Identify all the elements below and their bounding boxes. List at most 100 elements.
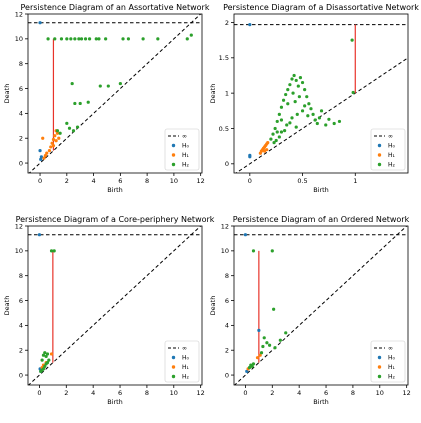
point-h0 <box>248 23 252 27</box>
y-tick-label: 10 <box>15 247 23 255</box>
point-h1 <box>53 134 57 138</box>
point-h2 <box>78 101 82 106</box>
legend-label: ∞ <box>182 345 187 352</box>
point-h2 <box>45 352 50 356</box>
legend-marker <box>171 365 176 369</box>
point-h2 <box>268 343 272 347</box>
point-h1 <box>258 353 262 357</box>
point-h1 <box>47 149 52 153</box>
point-h2 <box>277 135 281 139</box>
point-h2 <box>39 369 43 373</box>
y-tick-label: 0 <box>19 371 23 379</box>
plot-area <box>28 226 202 385</box>
point-h2 <box>269 137 273 141</box>
point-h2 <box>303 88 307 92</box>
point-h0 <box>39 155 43 159</box>
point-h2 <box>189 33 193 37</box>
y-tick-label: 12 <box>15 10 23 18</box>
point-h2 <box>286 88 290 92</box>
y-tick-label: 8 <box>19 60 23 68</box>
legend-marker <box>377 365 382 369</box>
legend-box <box>164 340 200 383</box>
point-h1 <box>51 137 56 142</box>
legend-box <box>370 128 406 171</box>
legend: ∞ H₀ H₁ H₂ <box>370 340 406 383</box>
point-h2 <box>58 131 62 135</box>
point-h0 <box>243 233 248 237</box>
point-h1 <box>55 131 60 135</box>
point-h2 <box>87 37 92 41</box>
chart-panel: Persistence Diagram of an Ordered Networ… <box>209 215 411 406</box>
legend-marker <box>171 143 176 148</box>
point-h2 <box>73 101 77 106</box>
y-tick-label: 4 <box>225 322 229 330</box>
point-h0 <box>245 369 249 373</box>
point-h2 <box>294 78 298 83</box>
point-h2 <box>121 37 125 41</box>
point-h2 <box>185 37 189 41</box>
point-h2 <box>126 37 130 41</box>
legend-marker <box>377 153 382 157</box>
x-tick-label: 4 <box>92 177 96 185</box>
point-h2 <box>83 37 88 41</box>
point-h2 <box>306 114 310 118</box>
point-h2 <box>309 107 313 111</box>
x-tick-label: 0 <box>248 177 252 185</box>
x-tick-label: 12 <box>197 177 205 185</box>
legend-marker <box>171 374 176 379</box>
point-h2 <box>75 125 80 129</box>
point-h1 <box>41 136 45 140</box>
y-tick-label: 0 <box>225 160 229 168</box>
x-tick-label: 6 <box>118 389 122 397</box>
plot-frame <box>27 225 203 386</box>
point-h2 <box>59 37 64 41</box>
point-h2 <box>288 121 292 125</box>
point-h2 <box>41 353 46 357</box>
point-h2 <box>295 112 299 116</box>
x-tick-label: 10 <box>170 177 178 185</box>
legend-label: H₁ <box>182 364 190 371</box>
point-h2 <box>288 83 292 87</box>
legend-marker <box>377 143 382 148</box>
plot-area <box>28 14 202 173</box>
x-axis-label: Birth <box>313 186 329 194</box>
point-h2 <box>272 141 276 145</box>
point-h2 <box>283 129 287 133</box>
legend-label: H₁ <box>388 364 396 371</box>
plot-frame <box>233 225 409 386</box>
diagonal-line <box>234 226 408 385</box>
chart-title: Persistence Diagram of an Ordered Networ… <box>233 215 410 224</box>
legend-box <box>164 128 200 171</box>
plot-area <box>234 23 408 173</box>
point-h2 <box>273 126 277 131</box>
point-h2 <box>300 80 305 85</box>
point-h2 <box>332 121 336 126</box>
point-h2 <box>350 38 354 42</box>
x-tick-label: 2 <box>65 177 69 185</box>
point-h2 <box>272 307 276 311</box>
point-h2 <box>55 129 60 133</box>
y-tick-label: 10 <box>221 247 229 255</box>
diagonal-line <box>28 226 202 385</box>
y-tick-label: 6 <box>19 85 23 93</box>
point-h0 <box>257 328 261 332</box>
point-h0 <box>37 233 42 237</box>
point-h2 <box>53 37 57 41</box>
point-h2 <box>279 105 284 109</box>
point-h2 <box>278 338 282 342</box>
diagonal-line <box>235 57 408 173</box>
point-h2 <box>251 362 256 366</box>
legend-box <box>370 340 406 383</box>
point-h2 <box>317 116 322 120</box>
point-h2 <box>118 81 122 86</box>
point-h2 <box>311 112 315 116</box>
legend-marker <box>377 374 382 379</box>
point-h2 <box>44 354 48 359</box>
point-h2 <box>284 331 288 335</box>
x-tick-label: 12 <box>403 389 411 397</box>
chart-panel: Persistence Diagram of a Disassortative … <box>209 3 419 194</box>
x-tick-label: 4 <box>297 389 301 397</box>
point-h2 <box>300 109 305 113</box>
chart-title: Persistence Diagram of a Disassortative … <box>223 3 419 12</box>
legend: ∞ H₀ H₁ H₂ <box>370 128 406 171</box>
